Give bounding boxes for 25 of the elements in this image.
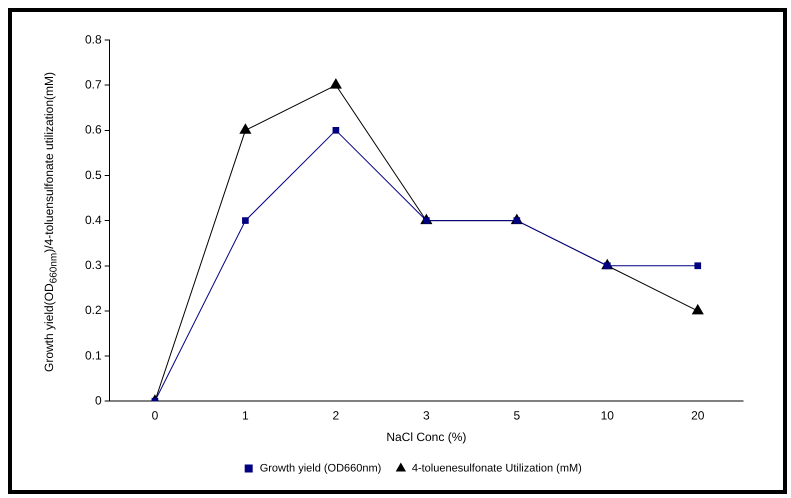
y-tick-label: 0: [94, 394, 102, 408]
x-tick-label: 10: [600, 408, 614, 423]
point: [332, 126, 340, 134]
point: [240, 124, 252, 134]
point: [692, 304, 704, 314]
x-tick-label: 2: [332, 408, 340, 423]
x-tick-label: 20: [691, 408, 705, 423]
x-tick-label: 5: [513, 408, 520, 423]
y-tick-label: 0.6: [84, 122, 102, 137]
x-tick-label: 3: [422, 408, 430, 423]
point: [694, 262, 702, 270]
y-tick-label: 0.2: [84, 303, 102, 318]
legend-label: Growth yield (OD660nm): [260, 462, 382, 475]
point: [242, 217, 249, 224]
y-tick-label: 0.7: [84, 77, 102, 92]
legend-label: 4-toluenesulfonate Utilization (mM): [412, 462, 582, 475]
y-tick-label: 0.5: [84, 168, 102, 182]
y-tick-label: 0.3: [84, 258, 102, 272]
y-tick-label: 0.1: [84, 348, 102, 362]
y-tick-label: 0.4: [84, 212, 102, 227]
x-tick-label: 0: [152, 408, 159, 423]
x-tick-label: 1: [242, 408, 250, 423]
point: [330, 78, 342, 89]
y-tick-label: 0.8: [84, 32, 102, 46]
x-axis-title: NaCl Conc (%): [386, 430, 466, 444]
